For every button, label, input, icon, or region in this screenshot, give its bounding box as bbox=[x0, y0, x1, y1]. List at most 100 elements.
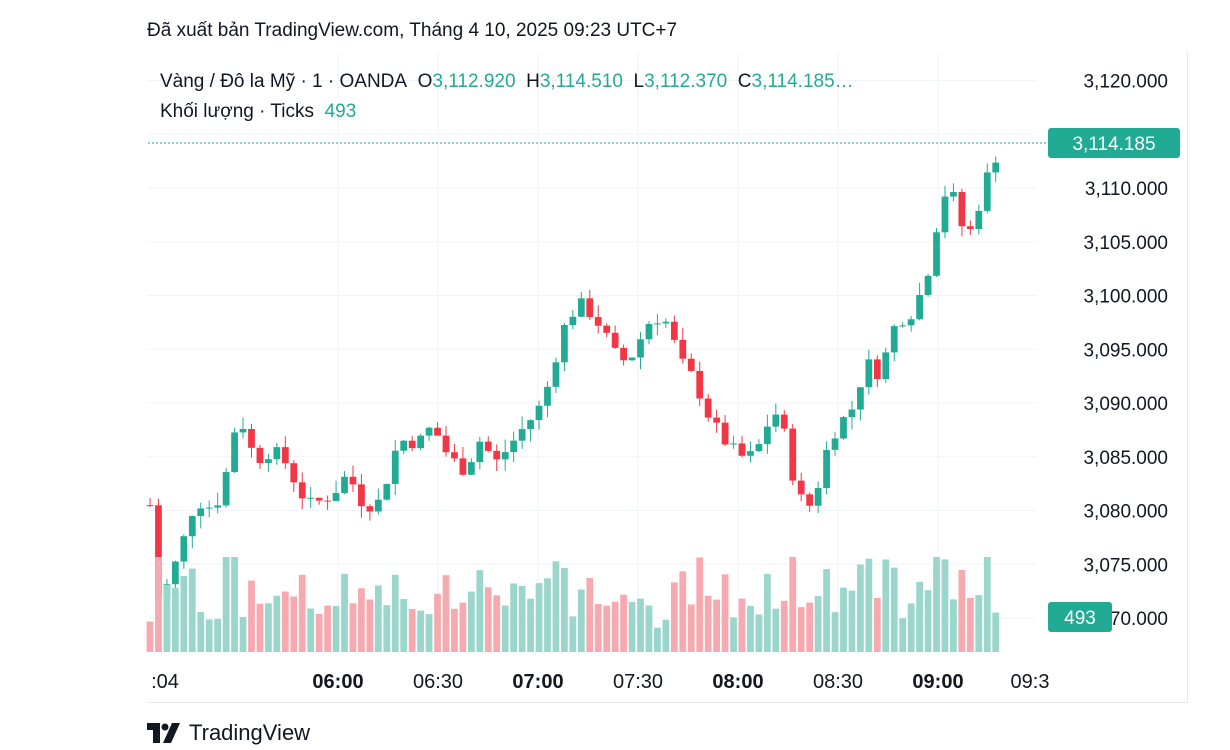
candle-body[interactable] bbox=[687, 358, 695, 371]
candle-body[interactable] bbox=[966, 226, 974, 230]
brand[interactable]: TradingView bbox=[147, 720, 310, 746]
candle-body[interactable] bbox=[467, 462, 475, 475]
candle-body[interactable] bbox=[205, 507, 213, 509]
candle-body[interactable] bbox=[637, 339, 644, 358]
candle-body[interactable] bbox=[281, 447, 289, 464]
candle-body[interactable] bbox=[831, 438, 839, 450]
candle-body[interactable] bbox=[763, 426, 771, 445]
candle-body[interactable] bbox=[755, 444, 763, 452]
candle-body[interactable] bbox=[857, 387, 864, 410]
candle-body[interactable] bbox=[298, 482, 306, 499]
candle-body[interactable] bbox=[704, 398, 712, 418]
candle-body[interactable] bbox=[501, 452, 509, 460]
candle-body[interactable] bbox=[603, 325, 611, 333]
candle-body[interactable] bbox=[434, 427, 441, 436]
candle-body[interactable] bbox=[840, 417, 847, 439]
candle-body[interactable] bbox=[620, 347, 627, 361]
candle-body[interactable] bbox=[823, 449, 830, 489]
candle-body[interactable] bbox=[890, 326, 898, 353]
candle-body[interactable] bbox=[349, 476, 357, 485]
candle-body[interactable] bbox=[493, 450, 501, 460]
candle-body[interactable] bbox=[442, 435, 450, 453]
candle-body[interactable] bbox=[780, 414, 788, 429]
candle-body[interactable] bbox=[628, 357, 636, 361]
candle-body[interactable] bbox=[222, 472, 230, 506]
candle-body[interactable] bbox=[916, 295, 923, 320]
candle-body[interactable] bbox=[577, 298, 585, 317]
candle-body[interactable] bbox=[417, 435, 425, 449]
candle-body[interactable] bbox=[231, 432, 238, 473]
candle-body[interactable] bbox=[256, 447, 264, 464]
candle-body[interactable] bbox=[561, 325, 568, 363]
candle-body[interactable] bbox=[341, 476, 348, 494]
candle-body[interactable] bbox=[451, 452, 458, 459]
candle-body[interactable] bbox=[171, 561, 179, 585]
candle-body[interactable] bbox=[569, 316, 577, 326]
candle-body[interactable] bbox=[324, 500, 331, 502]
candle-body[interactable] bbox=[188, 516, 196, 537]
candle-body[interactable] bbox=[518, 429, 526, 441]
candle-body[interactable] bbox=[721, 422, 729, 445]
candle-body[interactable] bbox=[696, 370, 704, 399]
candle-body[interactable] bbox=[214, 505, 222, 508]
candle-body[interactable] bbox=[654, 323, 661, 325]
candle-body[interactable] bbox=[899, 325, 907, 327]
candle-body[interactable] bbox=[586, 298, 594, 318]
candle-body[interactable] bbox=[383, 483, 391, 500]
candle-body[interactable] bbox=[747, 451, 754, 456]
candle-body[interactable] bbox=[527, 420, 534, 430]
candle-body[interactable] bbox=[941, 196, 949, 233]
candle-body[interactable] bbox=[645, 324, 653, 340]
candle-body[interactable] bbox=[797, 480, 805, 495]
candle-body[interactable] bbox=[391, 450, 399, 484]
candle-body[interactable] bbox=[484, 441, 492, 451]
candle-body[interactable] bbox=[789, 428, 797, 481]
candle-body[interactable] bbox=[476, 441, 484, 463]
candle-body[interactable] bbox=[552, 362, 560, 387]
candle-body[interactable] bbox=[400, 440, 408, 451]
candle-body[interactable] bbox=[933, 232, 940, 276]
candle-body[interactable] bbox=[865, 359, 873, 388]
candle-body[interactable] bbox=[535, 405, 543, 421]
candle-body[interactable] bbox=[239, 428, 247, 433]
candle-body[interactable] bbox=[958, 192, 966, 227]
candle-body[interactable] bbox=[510, 440, 518, 453]
candle-body[interactable] bbox=[772, 414, 780, 427]
candle-body[interactable] bbox=[425, 427, 433, 436]
candle-body[interactable] bbox=[290, 463, 298, 483]
candle-body[interactable] bbox=[180, 536, 188, 562]
candle-body[interactable] bbox=[307, 497, 315, 499]
candle-body[interactable] bbox=[594, 317, 602, 326]
candle-body[interactable] bbox=[358, 484, 365, 507]
candle-body[interactable] bbox=[983, 172, 991, 211]
candle-body[interactable] bbox=[670, 321, 678, 340]
candle-body[interactable] bbox=[882, 352, 890, 380]
volume-label[interactable]: Khối lượng · Ticks bbox=[160, 101, 315, 122]
candle-body[interactable] bbox=[662, 321, 670, 324]
candle-body[interactable] bbox=[265, 459, 272, 464]
candle-body[interactable] bbox=[950, 192, 957, 197]
candle-body[interactable] bbox=[924, 275, 932, 296]
candle-body[interactable] bbox=[975, 210, 983, 230]
candle-body[interactable] bbox=[907, 319, 915, 326]
candle-body[interactable] bbox=[366, 506, 374, 512]
candle-body[interactable] bbox=[273, 447, 281, 460]
candle-body[interactable] bbox=[332, 493, 340, 502]
candle-body[interactable] bbox=[992, 162, 1000, 173]
candle-body[interactable] bbox=[408, 440, 416, 449]
candle-body[interactable] bbox=[374, 499, 382, 512]
candle-body[interactable] bbox=[738, 443, 746, 456]
candle-body[interactable] bbox=[679, 339, 687, 359]
candle-body[interactable] bbox=[544, 386, 551, 406]
candle-body[interactable] bbox=[459, 458, 467, 475]
candle-body[interactable] bbox=[155, 505, 162, 598]
candle-body[interactable] bbox=[806, 494, 814, 506]
candle-body[interactable] bbox=[814, 488, 822, 506]
symbol-label[interactable]: Vàng / Đô la Mỹ · 1 · OANDA bbox=[160, 71, 408, 92]
candle-body[interactable] bbox=[197, 508, 205, 517]
candle-body[interactable] bbox=[248, 428, 255, 448]
candle-body[interactable] bbox=[315, 497, 323, 501]
candle-body[interactable] bbox=[848, 409, 856, 418]
candle-body[interactable] bbox=[730, 443, 737, 445]
